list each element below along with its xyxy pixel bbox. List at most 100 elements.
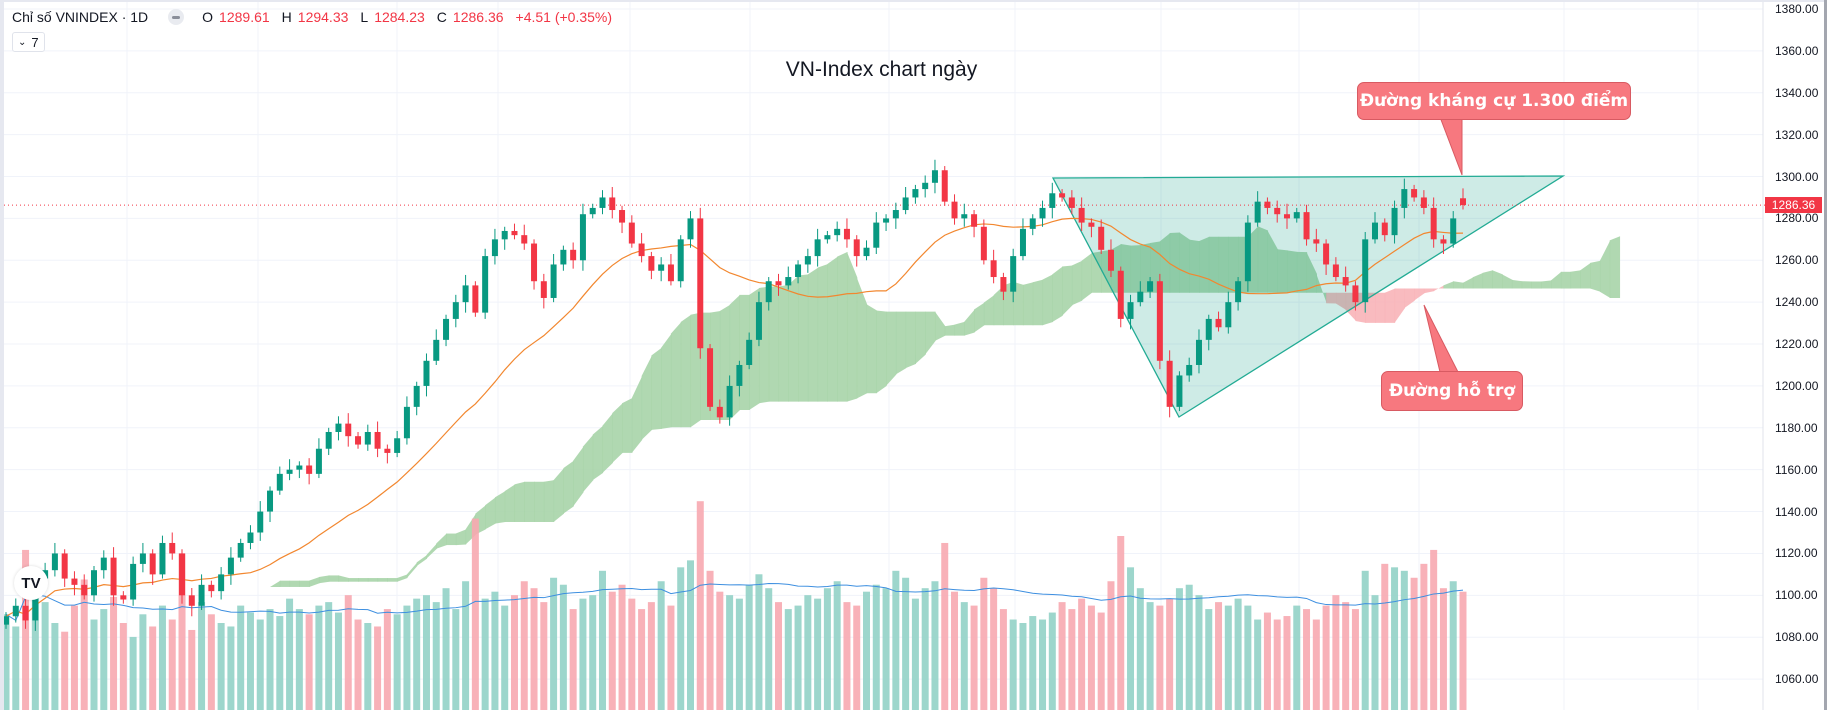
price-tick-label: 1220.00 xyxy=(1775,337,1819,352)
cloud-segment-bullish xyxy=(1443,281,1454,289)
candle-bearish xyxy=(1098,219,1105,254)
volume-bar xyxy=(1312,619,1320,710)
candle-bullish xyxy=(1195,329,1202,374)
cloud-segment-bullish xyxy=(1022,282,1034,326)
candle-body xyxy=(110,557,117,596)
candle-body xyxy=(139,553,146,564)
candle-body xyxy=(1078,207,1085,223)
candle-body xyxy=(726,385,733,418)
cloud-segment-bullish xyxy=(1472,272,1484,289)
candle-body xyxy=(306,465,313,474)
candle-bullish xyxy=(51,542,58,577)
candle-body xyxy=(81,584,88,596)
candle-bearish xyxy=(1274,200,1281,223)
cloud-segment-bullish xyxy=(788,275,799,402)
candle-body xyxy=(1098,226,1105,250)
volume-bar xyxy=(902,577,910,710)
candle-bullish xyxy=(912,184,919,204)
volume-bar xyxy=(295,609,303,710)
tradingview-logo[interactable]: TV xyxy=(14,566,48,600)
candle-body xyxy=(1215,318,1222,328)
candle-bearish xyxy=(1420,190,1427,215)
cloud-segment-bullish xyxy=(270,580,281,587)
volume-bar xyxy=(276,616,284,710)
volume-bar xyxy=(41,602,49,710)
cloud-segment-bullish xyxy=(328,575,340,582)
candle-bearish xyxy=(120,591,127,604)
volume-bar xyxy=(1175,588,1183,710)
cloud-segment-bullish xyxy=(622,397,633,453)
candle-body xyxy=(521,235,528,244)
candle-body xyxy=(423,360,430,386)
candle-bearish xyxy=(853,235,860,267)
volume-bar xyxy=(1254,619,1262,710)
cloud-segment-bullish xyxy=(299,580,310,587)
volume-bar xyxy=(227,626,235,710)
cloud-segment-bullish xyxy=(1267,230,1278,293)
volume-bar xyxy=(471,518,479,710)
scrollbar-right[interactable] xyxy=(1824,0,1827,710)
indicators-toggle-button[interactable]: ⌄ 7 xyxy=(12,32,45,52)
volume-ma-line xyxy=(5,583,1464,622)
cloud-segment-bullish xyxy=(1169,232,1181,293)
volume-bar xyxy=(706,570,714,710)
candle-body xyxy=(335,423,342,432)
candle-body xyxy=(501,230,508,240)
candle-body xyxy=(433,339,440,361)
candle-bearish xyxy=(570,242,577,269)
candle-body xyxy=(71,578,78,585)
candle-bullish xyxy=(237,538,244,562)
cloud-segment-bearish xyxy=(1433,285,1445,292)
candle-body xyxy=(560,249,567,265)
cloud-segment-bullish xyxy=(1570,270,1581,289)
volume-bar xyxy=(1097,612,1105,710)
candle-bearish xyxy=(61,549,68,587)
cloud-segment-bullish xyxy=(494,491,506,524)
candle-body xyxy=(736,364,743,386)
candle-bullish xyxy=(1244,215,1251,292)
candle-body xyxy=(1049,193,1056,208)
price-tick-label: 1320.00 xyxy=(1775,127,1819,142)
candle-bullish xyxy=(501,226,508,250)
candle-bullish xyxy=(1010,248,1017,303)
volume-bar xyxy=(432,602,440,710)
resistance-note[interactable]: Đường kháng cự 1.300 điểm xyxy=(1357,82,1631,120)
price-tick-label: 1200.00 xyxy=(1775,378,1819,393)
candle-body xyxy=(843,228,850,240)
candle-bearish xyxy=(1313,228,1320,252)
candle-bullish xyxy=(1029,214,1036,236)
volume-bar xyxy=(941,542,949,710)
support-note[interactable]: Đường hỗ trợ xyxy=(1381,371,1523,411)
candle-body xyxy=(746,339,753,365)
cloud-segment-bullish xyxy=(768,286,780,402)
cloud-segment-bullish xyxy=(1521,281,1533,289)
candle-body xyxy=(198,584,205,606)
candle-bearish xyxy=(22,595,29,629)
candle-body xyxy=(296,465,303,470)
cloud-segment-bullish xyxy=(1580,262,1591,289)
volume-bar xyxy=(1449,581,1457,710)
volume-bar xyxy=(110,596,118,710)
candle-body xyxy=(1323,243,1330,265)
symbol-title[interactable]: Chỉ số VNINDEX · 1D xyxy=(12,9,149,25)
candle-bearish xyxy=(1068,190,1075,215)
cloud-segment-bullish xyxy=(651,347,662,430)
cloud-segment-bullish xyxy=(661,333,672,429)
candle-body xyxy=(814,239,821,257)
candle-bearish xyxy=(188,587,195,617)
support-note-pointer xyxy=(1423,304,1459,373)
candle-body xyxy=(638,243,645,257)
candle-body xyxy=(1147,281,1154,292)
volume-bar xyxy=(178,553,186,710)
candle-body xyxy=(853,239,860,257)
ma20-line xyxy=(5,217,1464,617)
volume-bar xyxy=(207,614,215,710)
volume-bar xyxy=(990,588,998,710)
candle-bearish xyxy=(1381,218,1388,242)
candle-body xyxy=(1029,218,1036,229)
hide-icon[interactable] xyxy=(168,9,185,25)
volume-bar xyxy=(325,602,333,710)
candle-bearish xyxy=(1107,239,1114,278)
candle-body xyxy=(208,584,215,592)
